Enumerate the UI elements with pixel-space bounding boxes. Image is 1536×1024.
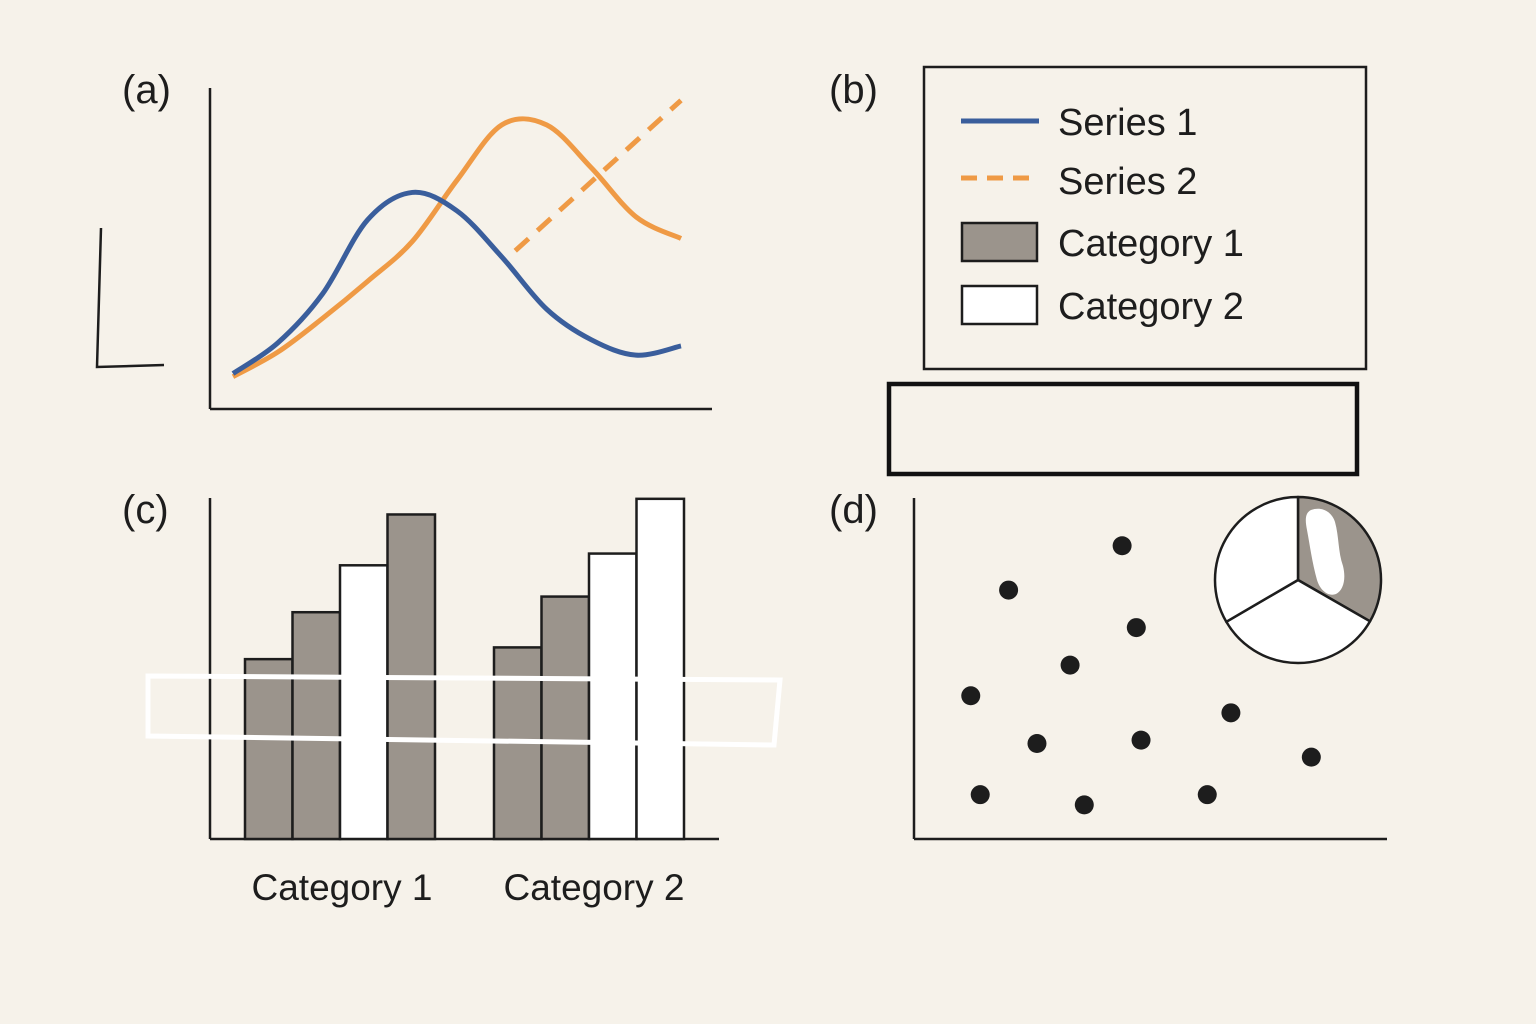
legend-item-category-2: Category 2 [960,284,1244,328]
legend-label-series-2: Series 2 [1058,161,1197,203]
empty-box [886,381,1360,477]
series-line-2 [231,116,683,379]
scatter-point-5 [961,686,981,706]
highlight-box [145,673,783,748]
panel-a-label: (a) [122,68,171,112]
scatter-point-9 [1301,747,1321,767]
scatter-point-4 [1060,655,1080,675]
panel-d: (d) [829,488,1387,841]
pie-slice-3 [1213,495,1300,624]
legend-item-category-1: Category 1 [960,221,1244,265]
scatter-point-1 [999,580,1019,600]
bar-2-2 [540,595,591,841]
scatter-point-7 [1027,734,1047,754]
legend-label-category-1: Category 1 [1058,223,1244,265]
pie-blotch [1305,508,1345,595]
legend-box [922,65,1368,371]
legend-item-series-1: Series 1 [961,102,1197,144]
panel-c-label: (c) [122,488,169,532]
pie-inset [1213,495,1383,665]
scatter-point-8 [1131,730,1151,750]
panel-a: (a) [95,68,712,411]
scatter-point-2 [1112,536,1132,556]
bar-1-3 [338,564,389,841]
panel-b: (b) Series 1 Series 2 Category 1 Categor… [829,65,1368,477]
hand-drawn-axis-mark [95,227,165,369]
legend-label-series-1: Series 1 [1058,102,1197,144]
legend-swatch-category-1 [960,221,1039,263]
legend-item-series-2: Series 2 [961,161,1197,203]
panel-b-label: (b) [829,68,878,112]
bar-1-2 [291,610,342,841]
series-line-2-dashed [513,98,683,253]
series-line-1 [231,189,682,376]
panel-a-plot-area [231,98,683,379]
scatter-point-12 [1197,785,1217,805]
legend-label-category-2: Category 2 [1058,286,1244,328]
bar-category-2-label: Category 2 [504,867,685,908]
scatter-point-10 [970,785,990,805]
panel-c-plot-area [243,497,686,841]
scatter-point-3 [1126,618,1146,638]
bar-2-4 [635,497,686,841]
scatter-point-6 [1221,703,1241,723]
scatter-point-11 [1074,795,1094,815]
panel-d-plot-area [961,536,1321,815]
bar-1-1 [243,657,294,841]
bar-2-3 [587,552,638,841]
panel-c: (c) Category 1 Category 2 [122,488,783,908]
bar-category-1-label: Category 1 [252,867,433,908]
panel-d-label: (d) [829,488,878,532]
pie-slice-2 [1225,578,1372,665]
legend-swatch-category-2 [960,284,1039,326]
